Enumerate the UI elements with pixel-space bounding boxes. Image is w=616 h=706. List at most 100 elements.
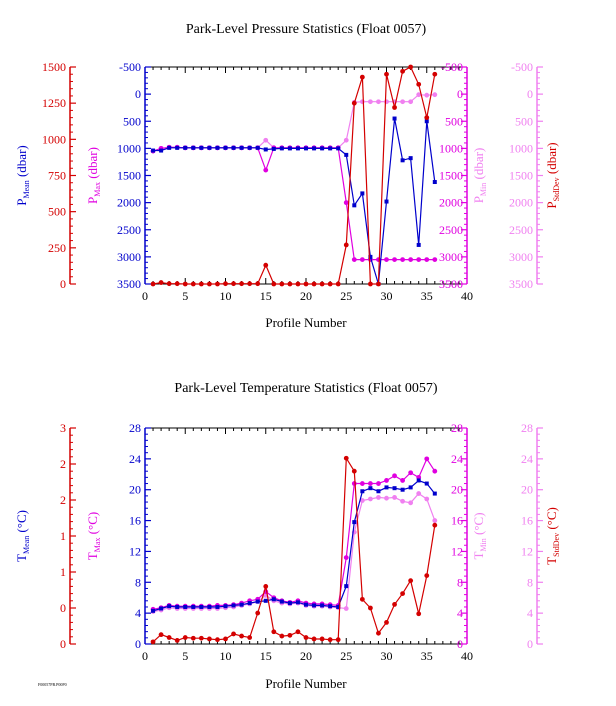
- stddev-tick-label: 0: [60, 277, 66, 291]
- max-tick-label: 20: [451, 483, 463, 497]
- mean-axis-label: PMean (dbar): [14, 145, 31, 205]
- max-tick-label: 2500: [439, 223, 463, 237]
- stddev-data-point: [150, 639, 156, 645]
- stddev-tick-label: 1500: [42, 60, 66, 74]
- min-data-point: [392, 495, 397, 500]
- min-data-point: [263, 137, 269, 143]
- stddev-data-point: [303, 635, 309, 640]
- max-tick-label: 12: [451, 544, 463, 558]
- min-tick-label: 500: [515, 114, 533, 128]
- stddev-data-point: [359, 74, 365, 80]
- stddev-data-point: [335, 281, 341, 287]
- stddev-data-point: [432, 71, 438, 77]
- stddev-data-point: [311, 281, 317, 287]
- stddev-data-point: [287, 281, 293, 287]
- stddev-data-point: [271, 629, 277, 635]
- max-data-point: [384, 478, 389, 483]
- stddev-data-point: [432, 522, 438, 528]
- mean-data-point: [255, 145, 260, 150]
- mean-data-point: [336, 146, 341, 151]
- stddev-data-point: [384, 71, 389, 77]
- stddev-tick-label: 2: [60, 493, 66, 507]
- max-data-point: [400, 478, 405, 483]
- stddev-data-point: [327, 637, 333, 643]
- mean-tick-label: -500: [119, 60, 141, 74]
- stddev-data-point: [174, 638, 180, 643]
- stddev-tick-label: 0: [60, 637, 66, 651]
- x-tick-label: 0: [142, 289, 148, 303]
- max-tick-label: 2000: [439, 196, 463, 210]
- stddev-data-point: [416, 611, 422, 617]
- max-data-point: [408, 257, 414, 262]
- mean-data-point: [271, 146, 276, 151]
- mean-data-point: [416, 478, 421, 483]
- mean-tick-label: 20: [129, 483, 141, 497]
- plot-area: [150, 455, 438, 645]
- min-tick-label: 24: [521, 452, 533, 466]
- stddev-data-point: [247, 281, 253, 287]
- mean-data-point: [344, 152, 349, 157]
- mean-data-point: [167, 145, 172, 150]
- max-data-point: [351, 257, 357, 262]
- stddev-tick-label: 3: [60, 421, 66, 435]
- mean-data-point: [416, 242, 421, 247]
- stddev-data-point: [166, 281, 172, 287]
- min-tick-label: 20: [521, 483, 533, 497]
- max-axis-label: TMax (°C): [85, 512, 102, 560]
- mean-tick-label: 24: [129, 452, 141, 466]
- x-tick-label: 20: [300, 649, 312, 663]
- stddev-data-point: [198, 281, 204, 287]
- mean-data-point: [271, 597, 276, 602]
- mean-data-point: [151, 148, 156, 153]
- max-data-point: [392, 473, 397, 479]
- x-tick-label: 5: [182, 289, 188, 303]
- max-data-point: [263, 167, 269, 173]
- stddev-tick-label: 0: [60, 601, 66, 615]
- mean-data-point: [151, 608, 156, 613]
- mean-data-point: [159, 606, 164, 611]
- min-data-point: [424, 496, 430, 502]
- mean-data-point: [191, 604, 196, 609]
- min-axis-label: PMin (dbar): [471, 148, 488, 204]
- min-data-point: [343, 137, 349, 143]
- x-tick-label: 15: [260, 649, 272, 663]
- mean-data-point: [287, 601, 292, 606]
- max-tick-label: 1500: [439, 169, 463, 183]
- stddev-data-point: [392, 602, 397, 607]
- mean-data-point: [239, 145, 244, 150]
- stddev-tick-label: 250: [48, 241, 66, 255]
- min-data-point: [432, 92, 438, 98]
- mean-data-point: [320, 603, 325, 608]
- stddev-data-point: [247, 635, 253, 640]
- max-tick-label: 24: [451, 452, 463, 466]
- mean-data-point: [175, 604, 180, 609]
- mean-tick-label: 28: [129, 421, 141, 435]
- stddev-data-point: [279, 281, 285, 287]
- stddev-axis-label: PStdDev (dbar): [544, 142, 561, 208]
- stddev-data-point: [166, 635, 172, 640]
- mean-data-point: [263, 598, 268, 603]
- min-data-point: [359, 498, 365, 503]
- stddev-data-point: [150, 281, 156, 287]
- mean-data-point: [255, 599, 260, 604]
- mean-series-line: [152, 479, 436, 612]
- max-data-point: [400, 257, 405, 262]
- stddev-data-point: [182, 635, 188, 640]
- max-axis-label: PMax (dbar): [85, 147, 102, 204]
- stddev-data-point: [376, 281, 381, 287]
- stddev-data-point: [239, 633, 245, 639]
- mean-tick-label: 2500: [117, 223, 141, 237]
- stddev-data-point: [223, 636, 228, 642]
- chart-title: Park-Level Temperature Statistics (Float…: [174, 381, 437, 396]
- min-data-point: [416, 491, 422, 496]
- stddev-data-point: [319, 636, 325, 642]
- stddev-tick-label: 1: [60, 529, 66, 543]
- mean-data-point: [183, 604, 188, 609]
- max-data-point: [343, 200, 349, 206]
- max-data-point: [359, 481, 365, 486]
- x-tick-label: 40: [461, 289, 473, 303]
- min-axis-label: TMin (°C): [471, 512, 488, 559]
- stddev-data-point: [271, 281, 277, 287]
- mean-data-point: [400, 487, 405, 492]
